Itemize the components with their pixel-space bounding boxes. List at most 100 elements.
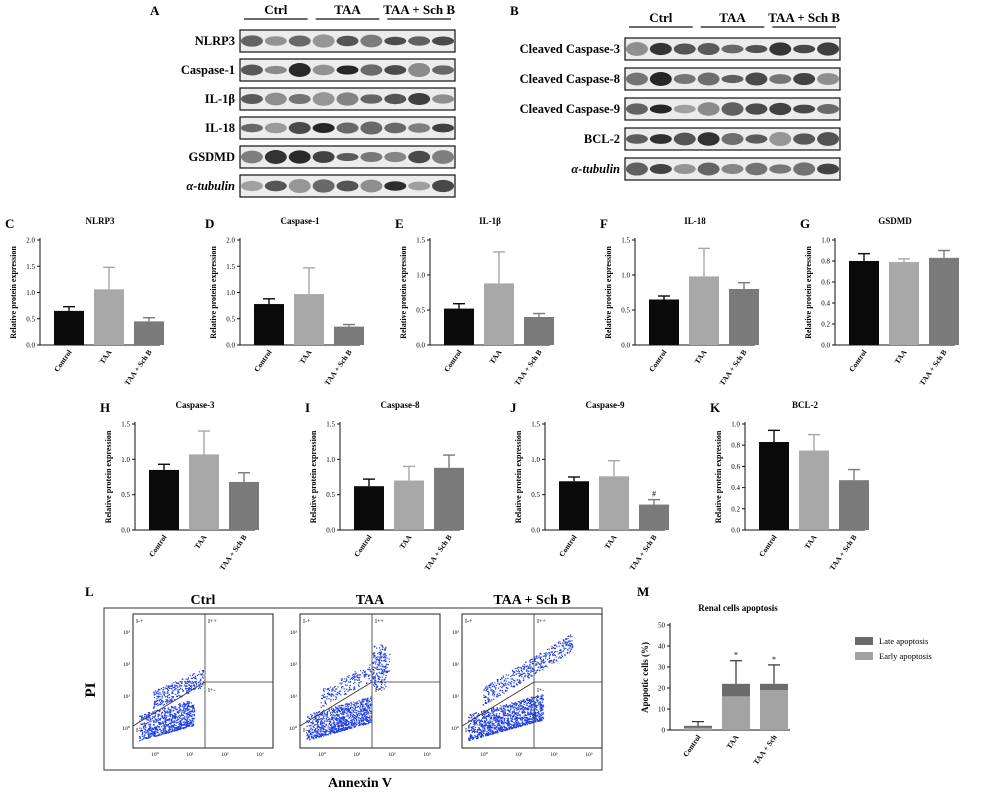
- blot-band: [360, 121, 383, 135]
- blot-row-label: Cleaved Caspase-3: [520, 42, 620, 56]
- flow-y-tick: 10¹: [452, 694, 460, 700]
- y-axis-label: Relative protein expression: [714, 430, 723, 523]
- x-tick-label: TAA: [193, 533, 209, 551]
- x-tick-label: TAA: [398, 533, 414, 551]
- y-tick-label: 0.8: [731, 442, 740, 450]
- significance-mark: *: [772, 655, 776, 664]
- legend-swatch: [855, 652, 873, 660]
- x-tick-label: TAA + Sch B: [717, 348, 748, 387]
- y-tick-label: 30: [658, 664, 666, 672]
- bar-J-0: [559, 481, 589, 530]
- blot-band: [793, 44, 816, 54]
- y-tick-label: 0.6: [821, 279, 830, 287]
- blot-band: [240, 150, 263, 164]
- blot-row-label: Cleaved Caspase-8: [520, 72, 620, 86]
- blot-band: [793, 133, 816, 145]
- blot-band: [336, 35, 359, 47]
- x-tick-label: TAA: [298, 348, 314, 366]
- blot-band: [697, 162, 720, 176]
- blot-group-label: Ctrl: [264, 2, 287, 17]
- bar-G-1: [889, 262, 919, 345]
- bar-H-2: [229, 481, 259, 530]
- bar-I-0: [354, 486, 384, 530]
- quadrant-label: I++: [375, 619, 384, 625]
- blot-band: [673, 104, 696, 114]
- blot-band: [769, 164, 792, 174]
- x-tick-label: TAA: [803, 533, 819, 551]
- y-tick-label: 1.0: [326, 456, 335, 464]
- blot-band: [625, 103, 648, 115]
- panel-letter-E: E: [395, 216, 404, 231]
- y-tick-label: 1.5: [531, 421, 540, 429]
- bar-K-1: [799, 450, 829, 530]
- blot-band: [264, 92, 287, 106]
- y-tick-label: 0.0: [621, 342, 630, 350]
- bar-late-0: [684, 725, 712, 728]
- blot-band: [745, 72, 768, 86]
- flow-y-tick: 10³: [290, 630, 298, 636]
- blot-band: [336, 122, 359, 134]
- flow-y-tick: 10²: [290, 662, 298, 668]
- blot-band: [432, 123, 455, 133]
- flow-y-tick: 10¹: [290, 694, 298, 700]
- x-tick-label: TAA + Sch B: [917, 348, 948, 387]
- bar-D-0: [254, 304, 284, 345]
- x-tick-label: TAA + Sch B: [322, 348, 353, 387]
- bar-C-2: [134, 321, 164, 345]
- gate-line: [461, 681, 535, 727]
- blot-band: [697, 42, 720, 56]
- blot-band: [673, 132, 696, 146]
- y-tick-label: 0.8: [821, 258, 830, 266]
- x-tick-label: TAA + Sch B: [827, 533, 858, 572]
- y-tick-label: 0.4: [821, 300, 830, 308]
- blot-band: [288, 35, 311, 47]
- bar-I-2: [434, 467, 464, 530]
- bar-E-0: [444, 308, 474, 345]
- y-tick-label: 0.5: [226, 315, 235, 323]
- flow-x-tick: 10¹: [186, 752, 194, 758]
- bar-F-1: [689, 276, 719, 345]
- blot-band: [336, 180, 359, 192]
- panel-letter-H: H: [100, 400, 110, 415]
- y-tick-label: 1.0: [26, 289, 35, 297]
- blot-band: [336, 65, 359, 75]
- blot-band: [769, 102, 792, 116]
- x-tick-label: TAA: [98, 348, 114, 366]
- legend-label: Late apoptosis: [879, 636, 928, 646]
- blot-band: [384, 36, 407, 46]
- flow-x-tick: 10³: [256, 752, 264, 758]
- bar-K-0: [759, 442, 789, 530]
- y-tick-label: 1.5: [121, 421, 130, 429]
- blot-group-label: Ctrl: [649, 10, 672, 25]
- chart-title: Renal cells apoptosis: [698, 603, 778, 613]
- y-tick-label: 2.0: [26, 237, 35, 245]
- blot-band: [408, 123, 431, 133]
- x-tick-label: TAA: [893, 348, 909, 366]
- blot-band: [697, 132, 720, 146]
- bar-D-1: [294, 294, 324, 345]
- bar-early-0: [684, 727, 712, 730]
- bar-late-1: [722, 683, 750, 697]
- blot-band: [673, 163, 696, 175]
- x-tick-label: Control: [557, 533, 579, 559]
- blot-band: [625, 42, 648, 56]
- quadrant-label: I--: [465, 728, 471, 734]
- blot-group-label: TAA: [719, 10, 746, 25]
- gate-line: [299, 681, 373, 727]
- y-tick-label: 50: [658, 622, 666, 630]
- blot-band: [384, 151, 407, 163]
- chart-title: Caspase-9: [585, 400, 625, 410]
- y-tick-label: 0.0: [226, 342, 235, 350]
- blot-band: [408, 181, 431, 191]
- quadrant-label: I-+: [465, 619, 473, 625]
- y-tick-label: 1.0: [731, 421, 740, 429]
- blot-band: [336, 152, 359, 162]
- x-tick-label: TAA: [725, 733, 741, 751]
- panel-letter-J: J: [510, 400, 517, 415]
- panel-letter-B: B: [510, 3, 519, 18]
- bar-K-2: [839, 480, 869, 530]
- y-tick-label: 0.5: [326, 491, 335, 499]
- panel-letter-F: F: [600, 216, 608, 231]
- flow-x-tick: 10⁰: [318, 751, 327, 758]
